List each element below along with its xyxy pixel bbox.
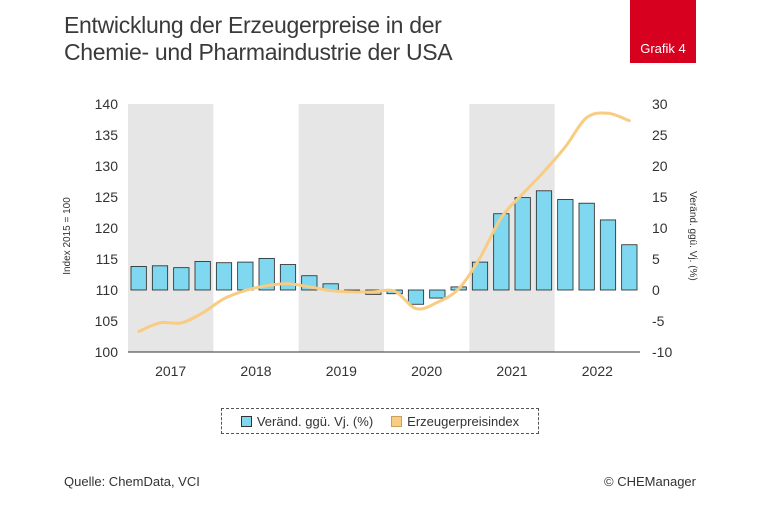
bar-0 <box>130 266 147 291</box>
legend-label-line: Erzeugerpreisindex <box>407 413 520 429</box>
y-right-tick-15: 15 <box>652 189 668 205</box>
bar-5 <box>237 261 254 291</box>
bar-6 <box>258 257 275 291</box>
legend-label-bars: Veränd. ggü. Vj. (%) <box>256 413 374 429</box>
title-line-1: Entwicklung der Erzeugerpreise in der <box>64 12 442 38</box>
bar-2 <box>173 267 190 291</box>
bar-4 <box>215 262 233 291</box>
y-right-tick-10: 10 <box>652 220 668 236</box>
x-tick-2021: 2021 <box>496 363 527 379</box>
bar-13 <box>407 289 425 305</box>
bar-14 <box>429 289 446 299</box>
bar-3 <box>194 261 211 291</box>
y-left-tick-100: 100 <box>95 344 119 360</box>
bar-17 <box>493 213 510 291</box>
y-left-tick-110: 110 <box>96 282 119 298</box>
bar-1 <box>151 265 169 291</box>
y-axis-left-label: Index 2015 = 100 <box>62 197 73 275</box>
chart-title: Entwicklung der Erzeugerpreise in der Ch… <box>64 12 453 66</box>
y-right-tick-25: 25 <box>652 127 668 143</box>
bar-16 <box>471 261 489 291</box>
axes: 100 105 110 115 120 125 130 135 140 -10 -5 0 5 10 15 20… <box>95 96 673 379</box>
x-tick-2019: 2019 <box>326 363 357 379</box>
source-note: Quelle: ChemData, VCI <box>64 474 200 489</box>
chart-canvas: 100 105 110 115 120 125 130 135 140 -10 -5 0 5 10 15 20… <box>62 96 698 379</box>
bar-22 <box>599 219 617 291</box>
bar-18 <box>514 197 531 291</box>
title-line-2: Chemie- und Pharmaindustrie der USA <box>64 39 453 65</box>
y-right-tick-20: 20 <box>652 158 668 174</box>
bar-19 <box>535 190 553 291</box>
y-right-tick--5: -5 <box>652 313 665 329</box>
y-left-tick-130: 130 <box>95 158 119 174</box>
legend-swatch-bars <box>240 415 252 427</box>
legend: Veränd. ggü. Vj. (%) Erzeugerpreisindex <box>221 408 539 434</box>
y-right-tick-30: 30 <box>652 96 668 112</box>
x-tick-2020: 2020 <box>411 363 442 379</box>
x-tick-2018: 2018 <box>240 363 271 379</box>
legend-item-bars: Veränd. ggü. Vj. (%) <box>240 413 374 429</box>
bar-7 <box>279 264 297 291</box>
y-left-tick-135: 135 <box>95 127 119 143</box>
x-tick-2022: 2022 <box>582 363 613 379</box>
y-left-tick-120: 120 <box>95 220 119 236</box>
y-left-tick-105: 105 <box>95 313 119 329</box>
y-left-tick-125: 125 <box>95 189 119 205</box>
x-tick-2017: 2017 <box>155 363 186 379</box>
copyright-note: © CHEManager <box>604 474 696 489</box>
y-right-tick-5: 5 <box>652 251 660 267</box>
y-left-tick-115: 115 <box>96 251 119 267</box>
year-shading <box>128 104 555 352</box>
legend-item-line: Erzeugerpreisindex <box>391 414 519 429</box>
badge-label: Grafik 4 <box>640 41 686 56</box>
bar-21 <box>578 202 595 291</box>
legend-swatch-line <box>391 415 403 427</box>
bar-20 <box>557 199 574 291</box>
year-shade-2019 <box>298 104 384 352</box>
y-axis-right-label: Veränd. ggü. Vj. (%) <box>687 191 698 281</box>
y-right-tick--10: -10 <box>652 344 672 360</box>
bar-23 <box>621 244 638 291</box>
line-series <box>137 111 631 333</box>
y-right-tick-0: 0 <box>652 282 660 298</box>
y-left-tick-140: 140 <box>95 96 119 112</box>
index-line <box>137 111 631 333</box>
year-shade-2017 <box>128 104 214 352</box>
figure-badge: Grafik 4 <box>630 0 696 63</box>
